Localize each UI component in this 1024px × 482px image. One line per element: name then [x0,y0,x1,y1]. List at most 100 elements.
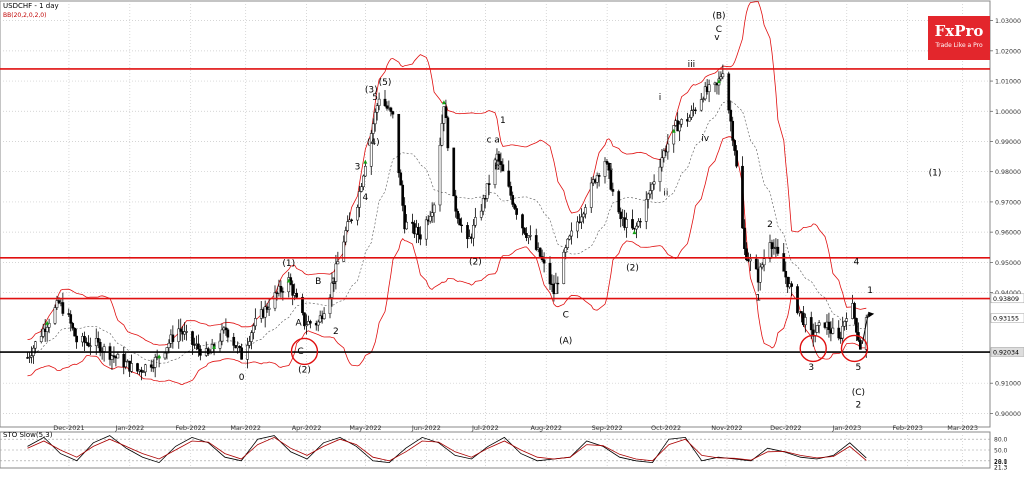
candle-body [373,111,377,125]
candle-body [124,361,128,368]
wave-label: ii [663,188,668,198]
candle-body [843,321,846,327]
signal-arrow-icon [671,128,676,133]
candle-body [762,258,766,266]
wave-label: 5 [856,363,862,373]
wave-label: 1 [867,286,873,296]
fxpro-logo: FxPro Trade Like a Pro [928,16,990,60]
candle-body [662,150,666,159]
candle-body [703,86,707,100]
candle-body [678,123,681,132]
candle-body [474,217,477,226]
candle-body [556,282,560,285]
y-tick-label: 0.91000 [995,381,1021,388]
candle-body [322,313,326,319]
candle-body [666,143,670,153]
candle-body [515,208,518,215]
candle-body [424,219,428,240]
candle-body [483,198,487,200]
candle-body [566,238,570,248]
candle-body [193,344,196,346]
candle-body [112,355,116,358]
candle-body [548,262,552,285]
candle-body [760,264,764,268]
candle-body [39,336,43,342]
candle-body [399,172,403,186]
stoch-label: STO Slow(5,3) [3,431,53,439]
candle-body [568,235,571,240]
price-tag-current-box [990,313,1024,323]
candle-body [45,327,49,332]
candle-body [637,220,640,227]
candle-body [509,186,513,196]
candle-body [444,106,448,118]
candle-body [69,314,73,324]
candle-body [130,363,133,372]
candle-body [41,328,45,337]
candle-body [250,332,253,342]
candle-body [371,123,375,134]
candle-body [254,318,257,327]
candle-body [446,117,450,149]
candle-body [185,331,188,333]
candle-body [776,246,780,254]
candle-body [845,318,848,322]
candle-body [853,303,856,319]
candle-body [731,120,735,141]
wave-label: 2 [856,400,862,410]
candle-body [438,144,442,206]
candle-body [827,321,831,331]
candle-body [815,325,819,333]
candle-body [831,327,835,334]
candle-body [401,184,405,206]
candle-body [719,76,723,80]
y-tick-label: 0.94000 [995,290,1021,297]
wave-label: C [297,347,303,357]
candle-body [179,328,183,332]
candle-body [485,183,489,199]
candle-body [279,285,283,292]
candle-body [364,166,367,177]
wave-label: 1 [331,277,337,287]
wave-label: (B) [712,12,725,22]
x-tick-label: Nov-2022 [711,424,742,432]
candle-body [218,340,222,349]
candle-body [295,293,298,298]
candle-body [542,259,546,264]
x-tick-label: Jun-2022 [411,424,441,432]
projection-arrow-shaft [861,313,869,345]
candle-body [98,342,102,353]
wave-label: (1) [282,259,295,269]
candle-body [61,302,65,314]
candle-body [375,105,379,113]
candle-body [570,230,573,237]
candle-body [611,189,615,192]
logo-brand: FxPro [934,22,984,40]
wave-label: iv [701,134,710,144]
x-tick-label: Dec-2021 [53,424,84,432]
candle-body [30,355,33,358]
candle-body [301,296,304,314]
stoch-series-line [27,436,867,462]
candle-body [680,119,683,125]
candle-body [466,225,469,240]
candle-body [809,317,813,331]
candle-body [576,221,579,232]
candle-body [529,235,532,237]
wave-label: 1 [608,163,614,173]
candle-body [110,355,114,360]
candle-body [122,353,126,368]
projection-arrow-head [868,311,875,318]
signal-arrow-icon [45,320,50,325]
wave-label: B [315,277,321,287]
wave-label: 3 [808,363,814,373]
candle-body [344,230,348,243]
candle-body [584,207,587,215]
candle-body [89,345,92,347]
candle-body [578,221,581,223]
candle-body [238,346,241,349]
candle-body [699,99,703,111]
candle-body [83,336,86,343]
candle-body [267,307,271,310]
